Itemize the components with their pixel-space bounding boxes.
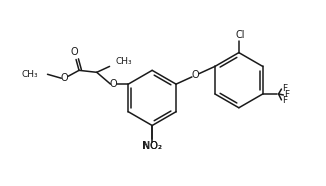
Text: O: O [192,70,199,80]
Text: Cl: Cl [235,30,244,40]
Text: O: O [110,79,117,89]
Text: F: F [282,84,287,93]
Text: F: F [284,90,289,100]
Text: O: O [70,47,78,57]
Text: CH₃: CH₃ [115,57,132,66]
Text: NO₂: NO₂ [143,141,162,151]
Text: CH₃: CH₃ [21,70,37,79]
Text: NO₂: NO₂ [142,141,162,151]
Text: F: F [282,96,287,105]
Text: O: O [60,73,68,83]
